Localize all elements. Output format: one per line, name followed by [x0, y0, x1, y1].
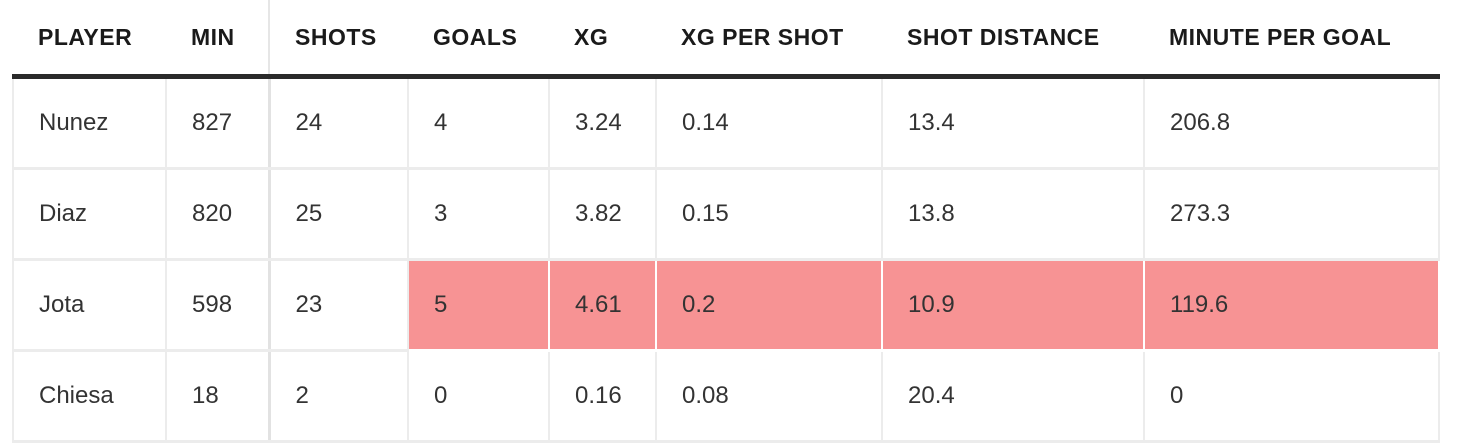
cell-shot-distance: 13.8 [882, 168, 1145, 261]
cell-player: Jota [12, 259, 167, 352]
cell-shot-distance: 20.4 [882, 350, 1145, 443]
cell-xg-per-shot-highlighted: 0.2 [656, 259, 883, 352]
cell-xg: 3.82 [549, 168, 657, 261]
cell-shots: 24 [269, 76, 409, 170]
cell-xg: 0.16 [549, 350, 657, 443]
header-shots: SHOTS [269, 0, 408, 79]
cell-goals: 3 [408, 168, 550, 261]
cell-shots: 2 [269, 350, 409, 443]
header-player: PLAYER [13, 0, 166, 79]
cell-player: Chiesa [12, 350, 167, 443]
cell-shot-distance: 13.4 [882, 76, 1145, 170]
cell-player: Diaz [12, 168, 167, 261]
table-row: Nunez 827 24 4 3.24 0.14 13.4 206.8 [12, 76, 1440, 170]
cell-minute-per-goal: 206.8 [1144, 76, 1440, 170]
cell-xg-highlighted: 4.61 [549, 259, 657, 352]
cell-shot-distance-highlighted: 10.9 [882, 259, 1145, 352]
cell-xg: 3.24 [549, 76, 657, 170]
cell-min: 598 [166, 259, 271, 352]
cell-min: 820 [166, 168, 271, 261]
header-xg-per-shot: XG PER SHOT [656, 0, 882, 79]
cell-shots: 23 [269, 259, 409, 352]
cell-goals-highlighted: 5 [407, 259, 550, 352]
header-xg: XG [549, 0, 656, 79]
table-header: PLAYER MIN SHOTS GOALS XG XG PER SHOT SH… [13, 0, 1439, 79]
cell-xg-per-shot: 0.15 [656, 168, 883, 261]
table-row: Diaz 820 25 3 3.82 0.15 13.8 273.3 [12, 168, 1440, 261]
header-row: PLAYER MIN SHOTS GOALS XG XG PER SHOT SH… [13, 0, 1439, 79]
table-row-highlighted: Jota 598 23 5 4.61 0.2 10.9 119.6 [12, 259, 1440, 352]
table-row: Chiesa 18 2 0 0.16 0.08 20.4 0 [12, 350, 1440, 443]
cell-xg-per-shot: 0.14 [656, 76, 883, 170]
cell-min: 827 [166, 76, 271, 170]
header-minute-per-goal: MINUTE PER GOAL [1144, 0, 1439, 79]
cell-goals: 0 [408, 350, 550, 443]
player-stats-table: PLAYER MIN SHOTS GOALS XG XG PER SHOT SH… [12, 0, 1440, 443]
cell-minute-per-goal: 0 [1144, 350, 1440, 443]
table-body: Nunez 827 24 4 3.24 0.14 13.4 206.8 Diaz… [12, 76, 1440, 443]
cell-xg-per-shot: 0.08 [656, 350, 883, 443]
cell-minute-per-goal-highlighted: 119.6 [1144, 259, 1440, 352]
cell-goals: 4 [408, 76, 550, 170]
cell-minute-per-goal: 273.3 [1144, 168, 1440, 261]
header-goals: GOALS [408, 0, 549, 79]
cell-shots: 25 [269, 168, 409, 261]
cell-player: Nunez [12, 76, 167, 170]
header-min: MIN [166, 0, 270, 79]
cell-min: 18 [166, 350, 271, 443]
header-shot-distance: SHOT DISTANCE [882, 0, 1144, 79]
